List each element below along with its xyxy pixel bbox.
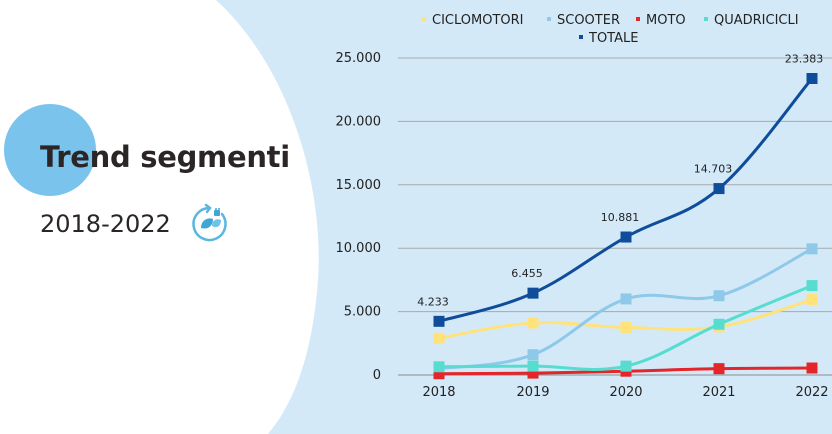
legend-swatch (704, 17, 708, 21)
legend-label: MOTO (646, 13, 686, 28)
series-line (437, 77, 814, 323)
y-tick-label: 20.000 (336, 114, 382, 129)
legend-label: QUADRICICLI (714, 13, 799, 28)
legend-item-moto: MOTO (636, 13, 686, 28)
data-point (806, 362, 818, 374)
y-tick-label: 5.000 (344, 305, 381, 320)
legend-swatch (422, 17, 426, 21)
series-lines (433, 73, 818, 380)
data-point (527, 287, 539, 299)
data-label-totale: 4.233 (417, 295, 449, 308)
data-point (806, 294, 818, 306)
legend-label: SCOOTER (557, 13, 620, 28)
data-point (806, 280, 818, 292)
legend-item-scooter: SCOOTER (547, 13, 620, 28)
data-point (620, 360, 632, 372)
series-totale (433, 73, 818, 327)
slide-title: Trend segmenti (40, 140, 290, 174)
legend-label: TOTALE (588, 31, 638, 46)
data-point (620, 231, 632, 243)
legend: CICLOMOTORI SCOOTER MOTO QUADRICICLI TOTALE (422, 13, 799, 46)
legend-item-ciclomotori: CICLOMOTORI (422, 13, 524, 28)
series-quadricicli (433, 280, 818, 373)
grid-lines (398, 57, 832, 376)
x-axis-labels: 2018 2019 2020 2021 2022 (422, 385, 828, 400)
data-point (620, 321, 632, 333)
x-tick-label: 2022 (795, 385, 828, 400)
data-point (433, 332, 445, 344)
slide-subtitle: 2018-2022 (40, 210, 171, 238)
legend-swatch (547, 17, 551, 21)
data-point (713, 290, 725, 302)
data-point (433, 315, 445, 327)
x-tick-label: 2020 (609, 385, 642, 400)
data-point (806, 73, 818, 85)
data-point (527, 317, 539, 329)
x-tick-label: 2019 (516, 385, 549, 400)
data-labels: 4.233 6.455 10.881 14.703 23.383 (417, 53, 823, 309)
legend-item-quadricicli: QUADRICICLI (704, 13, 799, 28)
data-label-totale: 6.455 (511, 267, 543, 280)
legend-swatch (579, 35, 583, 39)
data-point (620, 293, 632, 305)
ev-plug-leaf-icon (192, 203, 227, 242)
data-point (433, 361, 445, 373)
data-point (527, 367, 539, 379)
data-point (433, 368, 445, 380)
data-point (713, 363, 725, 375)
legend-item-totale: TOTALE (579, 31, 638, 46)
data-point (713, 318, 725, 330)
data-point (527, 360, 539, 372)
y-tick-label: 0 (373, 368, 381, 383)
data-label-totale: 14.703 (694, 163, 733, 176)
legend-swatch (636, 17, 640, 21)
data-label-totale: 10.881 (601, 211, 640, 224)
accent-circle (4, 104, 96, 196)
y-tick-label: 15.000 (336, 178, 382, 193)
y-axis-labels: 0 5.000 10.000 15.000 20.000 25.000 (336, 51, 382, 383)
legend-label: CICLOMOTORI (432, 13, 524, 28)
data-label-totale: 23.383 (785, 53, 824, 66)
x-tick-label: 2018 (422, 385, 455, 400)
y-tick-label: 10.000 (336, 241, 382, 256)
y-tick-label: 25.000 (336, 51, 382, 66)
x-tick-label: 2021 (702, 385, 735, 400)
data-point (713, 183, 725, 195)
data-point (527, 349, 539, 361)
data-point (806, 243, 818, 255)
